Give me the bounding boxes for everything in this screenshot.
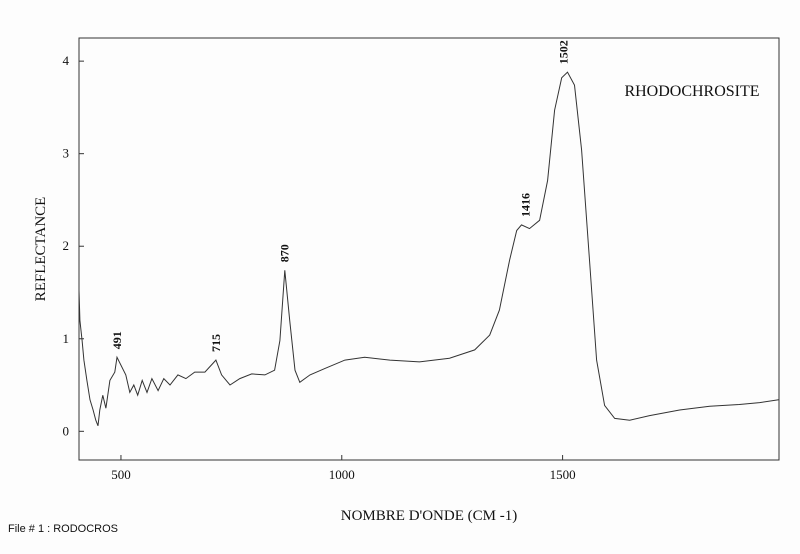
x-axis-label: NOMBRE D'ONDE (CM -1) [341, 508, 517, 524]
chart-title: RHODOCHROSITE [624, 83, 759, 100]
peak-label: 1502 [556, 40, 570, 64]
y-tick-label: 3 [63, 146, 70, 161]
peak-label: 491 [110, 331, 124, 349]
y-tick-label: 2 [63, 238, 70, 253]
y-tick-label: 0 [63, 423, 70, 438]
y-tick-label: 4 [63, 53, 70, 68]
plot-frame [78, 37, 780, 461]
y-axis-label: REFLECTANCE [33, 197, 49, 302]
y-tick-label: 1 [63, 331, 70, 346]
peak-label: 870 [277, 244, 291, 262]
spectrum-line [78, 71, 779, 426]
footer: File # 1 : RODOCROS [8, 523, 118, 535]
x-tick-label: 1500 [550, 467, 576, 482]
peak-label: 1416 [518, 193, 532, 217]
peak-label: 715 [209, 334, 223, 352]
x-tick-label: 1000 [329, 467, 355, 482]
x-tick-label: 500 [111, 467, 131, 482]
